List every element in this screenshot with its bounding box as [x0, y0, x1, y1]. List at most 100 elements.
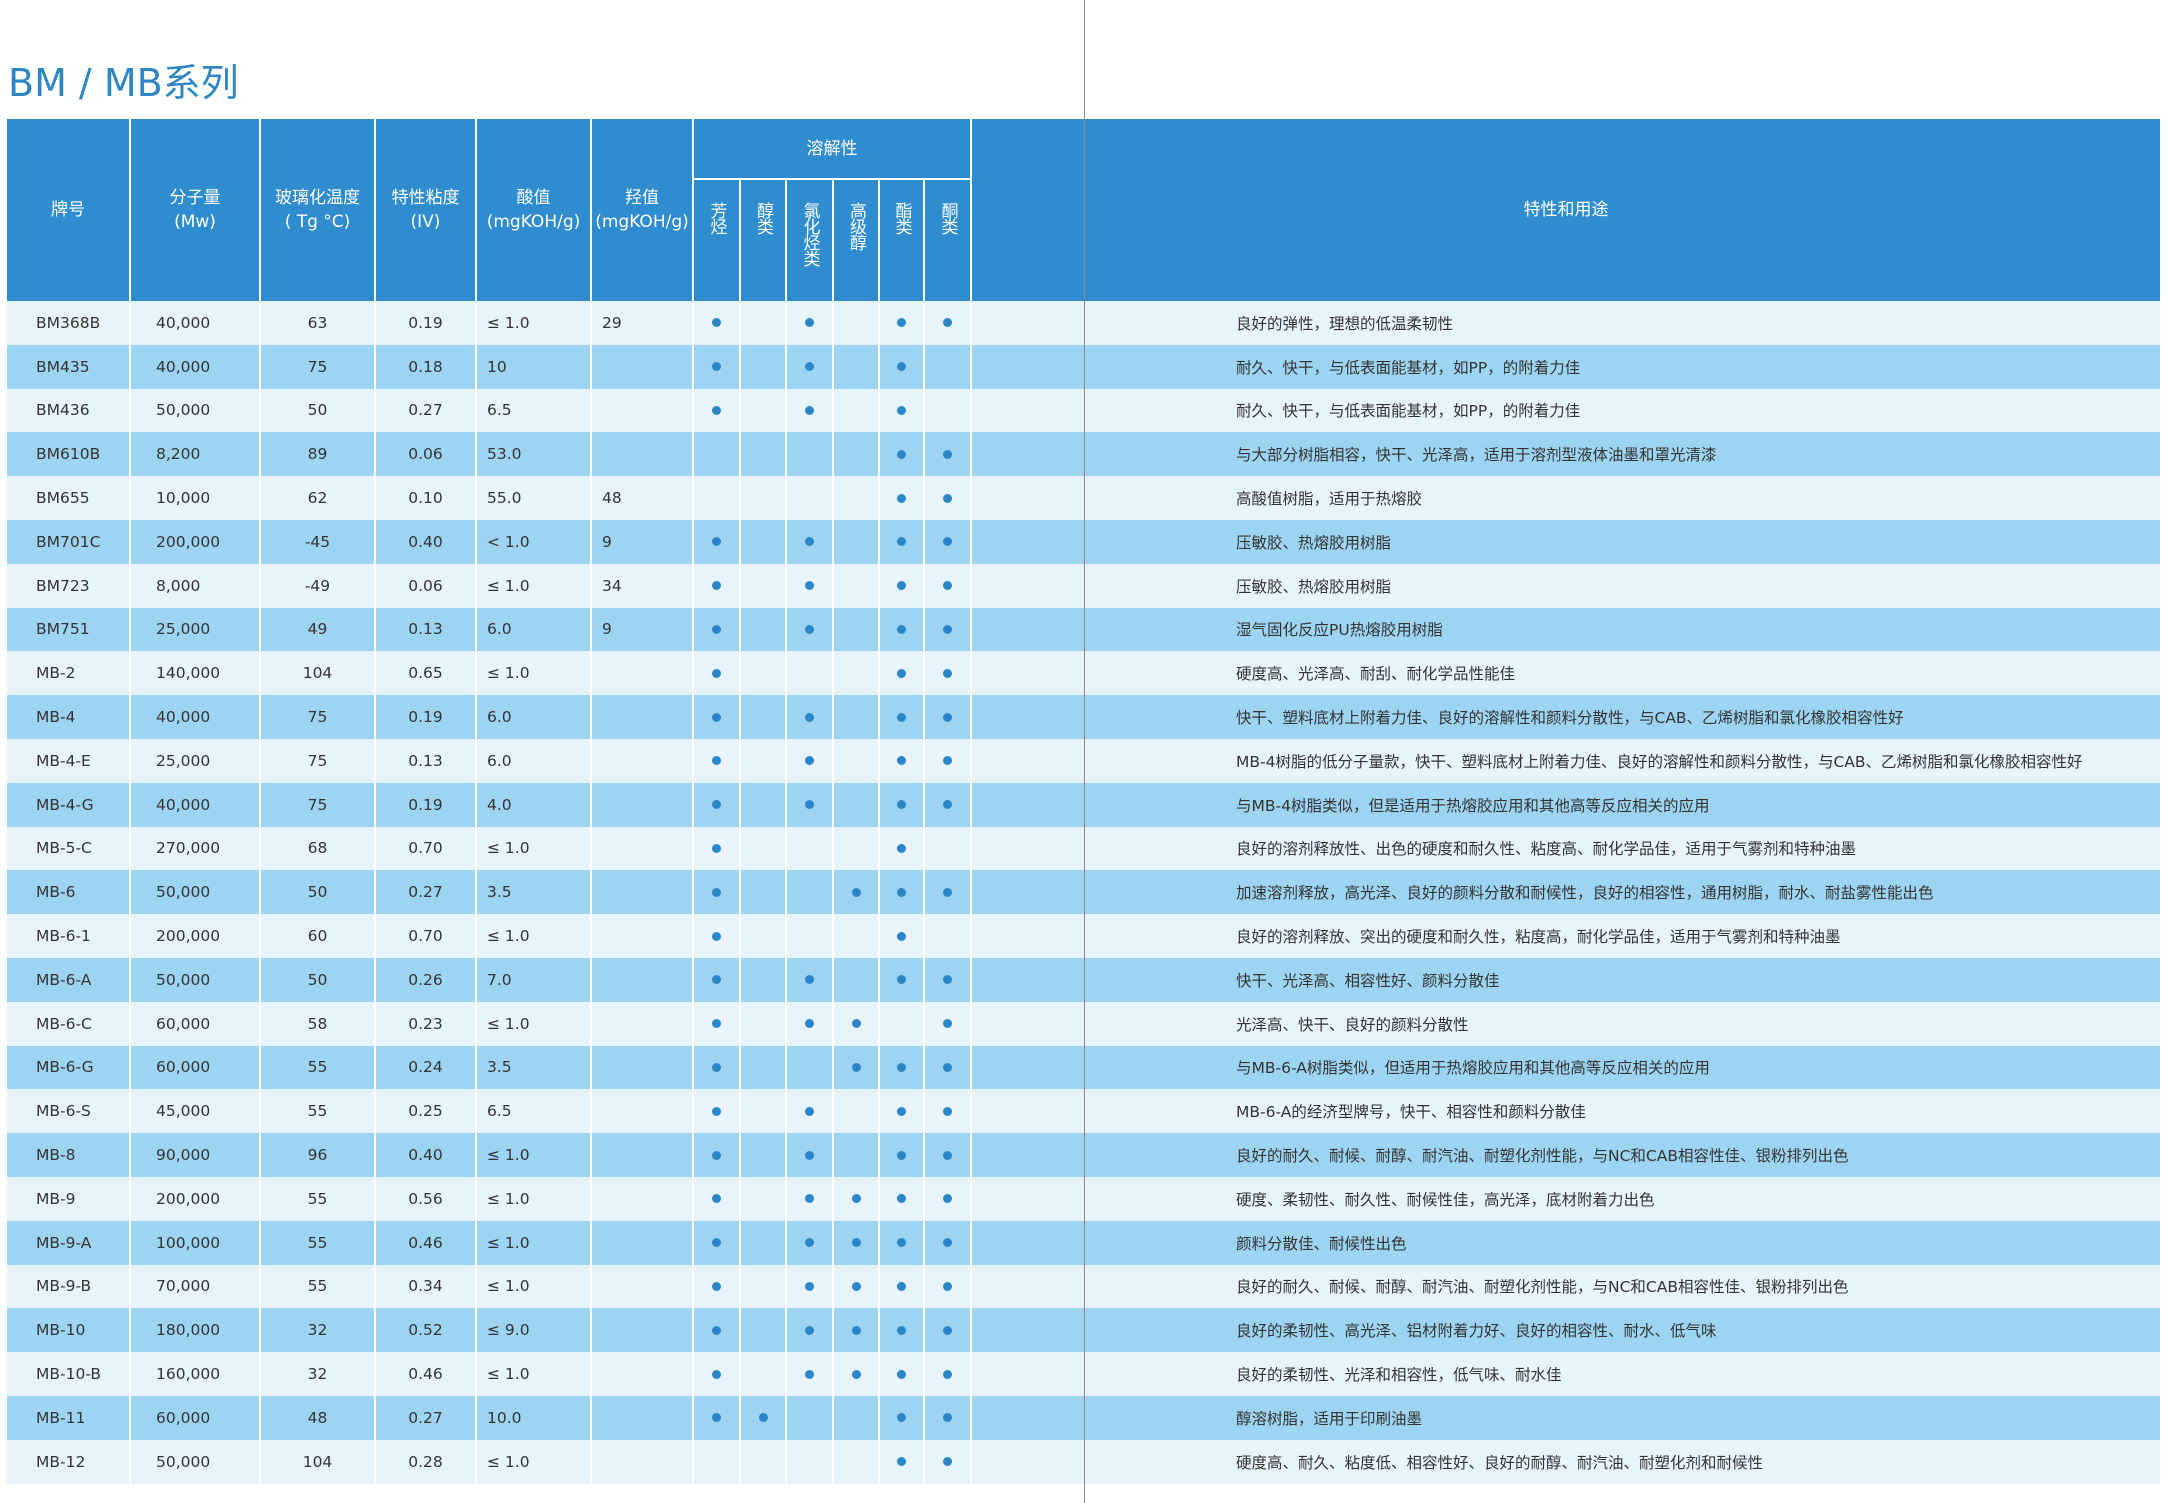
- table-cell: 104: [261, 1439, 376, 1484]
- table-cell: 60,000: [131, 1045, 261, 1090]
- table-cell: MB-8: [7, 1133, 131, 1177]
- solubility-dot: [943, 1281, 952, 1291]
- table-cell: 0.27: [376, 1396, 477, 1440]
- solubility-dot: [805, 624, 814, 634]
- table-cell: MB-4: [7, 695, 131, 739]
- solubility-dot: [805, 362, 814, 372]
- solubility-dot: [943, 1019, 952, 1029]
- cell-text: 75: [307, 708, 328, 727]
- cell-text: 32: [307, 1321, 328, 1340]
- cell-text: 50: [307, 970, 328, 989]
- table-cell: ≤ 1.0: [477, 1264, 592, 1309]
- header-text: 氯化烃类: [799, 202, 820, 266]
- header-cell: 氯化烃类: [787, 180, 834, 301]
- cell-text: 良好的溶剂释放性、出色的硬度和耐久性、粘度高、耐化学品佳，适用于气雾剂和特种油墨: [1236, 840, 1857, 859]
- cell-text: 压敏胶、热熔胶用树脂: [1236, 577, 1392, 596]
- cell-text: MB-12: [36, 1452, 86, 1471]
- solubility-dot: [712, 975, 721, 985]
- table-cell: [592, 870, 694, 915]
- header-text: 玻璃化温度: [275, 188, 360, 208]
- table-cell: MB-9-A: [7, 1220, 131, 1265]
- solubility-dot: [851, 1369, 861, 1379]
- cell-text: ≤ 9.0: [487, 1321, 530, 1340]
- cell-text: 48: [602, 489, 622, 508]
- solubility-cell: [787, 476, 834, 520]
- solubility-dot: [712, 405, 721, 415]
- solubility-dot: [897, 449, 906, 459]
- cell-text: -49: [304, 576, 331, 595]
- table-cell: 0.40: [376, 520, 477, 564]
- cell-text: 0.27: [408, 883, 443, 902]
- header-cell: 高级醇: [834, 180, 880, 301]
- cell-text: 45,000: [156, 1102, 211, 1121]
- cell-text: 50,000: [156, 401, 211, 420]
- cell-text: MB-6-A: [36, 970, 92, 989]
- solubility-cell: [834, 739, 880, 783]
- solubility-cell: [834, 1264, 880, 1309]
- solubility-cell: [694, 563, 741, 608]
- cell-text: 49: [307, 620, 328, 639]
- solubility-dot: [712, 931, 721, 941]
- table-row: [7, 1352, 2160, 1396]
- table-cell: 70,000: [131, 1264, 261, 1309]
- table-cell: ≤ 1.0: [477, 914, 592, 958]
- table-cell: [592, 1308, 694, 1353]
- solubility-dot: [805, 712, 814, 722]
- header-text: (Mw): [174, 212, 216, 232]
- table-cell: [592, 739, 694, 783]
- solubility-dot: [943, 712, 952, 722]
- table-cell: 6.0: [477, 739, 592, 783]
- solubility-cell: [741, 520, 787, 564]
- header-text: 特性和用途: [1523, 200, 1609, 220]
- solubility-dot: [897, 581, 906, 591]
- solubility-dot: [712, 581, 721, 591]
- solubility-cell: [834, 1001, 880, 1046]
- solubility-dot: [943, 756, 952, 766]
- table-cell: 6.5: [477, 1089, 592, 1134]
- cell-text: 32: [307, 1365, 328, 1384]
- solubility-dot: [805, 1150, 814, 1160]
- cell-text: 55: [307, 1233, 328, 1252]
- table-cell: 55: [261, 1220, 376, 1265]
- header-cell: 玻璃化温度 ( Tg °C): [261, 119, 376, 301]
- cell-text: 0.56: [408, 1189, 443, 1208]
- solubility-cell: [787, 1308, 834, 1353]
- solubility-cell: [925, 1045, 972, 1090]
- solubility-cell: [925, 344, 972, 389]
- table-cell: 200,000: [131, 520, 261, 564]
- usage-cell: 良好的柔韧性、高光泽、铝材附着力好、良好的相容性、耐水、低气味: [972, 1308, 2160, 1352]
- solubility-dot: [943, 581, 952, 591]
- table-cell: 0.25: [376, 1089, 477, 1134]
- cell-text: 140,000: [156, 664, 221, 683]
- solubility-cell: [694, 388, 741, 433]
- table-cell: 50: [261, 870, 376, 915]
- table-cell: 62: [261, 476, 376, 520]
- solubility-dot: [805, 1281, 814, 1291]
- solubility-cell: [880, 1089, 925, 1134]
- solubility-cell: [834, 520, 880, 564]
- table-cell: BM610B: [7, 432, 131, 477]
- solubility-cell: [694, 1177, 741, 1221]
- solubility-dot: [851, 887, 861, 897]
- table-cell: MB-6-S: [7, 1089, 131, 1134]
- header-cell: 醇类: [741, 180, 787, 301]
- usage-cell: 耐久、快干，与低表面能基材，如PP，的附着力佳: [972, 345, 2160, 389]
- cell-text: 55: [307, 1102, 328, 1121]
- table-cell: [592, 1352, 694, 1396]
- header-text: 分子量: [169, 188, 221, 208]
- usage-cell: 良好的柔韧性、光泽和相容性，低气味、耐水佳: [972, 1352, 2160, 1396]
- table-cell: 32: [261, 1308, 376, 1353]
- solubility-dot: [943, 975, 952, 985]
- table-cell: 10: [477, 344, 592, 389]
- table-cell: MB-9-B: [7, 1264, 131, 1309]
- solubility-cell: [880, 958, 925, 1002]
- solubility-cell: [880, 651, 925, 696]
- table-cell: 0.13: [376, 607, 477, 652]
- solubility-dot: [851, 1281, 861, 1291]
- cell-text: 0.27: [408, 1408, 443, 1427]
- table-row: [7, 563, 2160, 608]
- solubility-cell: [787, 1264, 834, 1309]
- cell-text: 53.0: [487, 445, 522, 464]
- solubility-dot: [805, 318, 814, 328]
- table-row: [7, 1396, 2160, 1440]
